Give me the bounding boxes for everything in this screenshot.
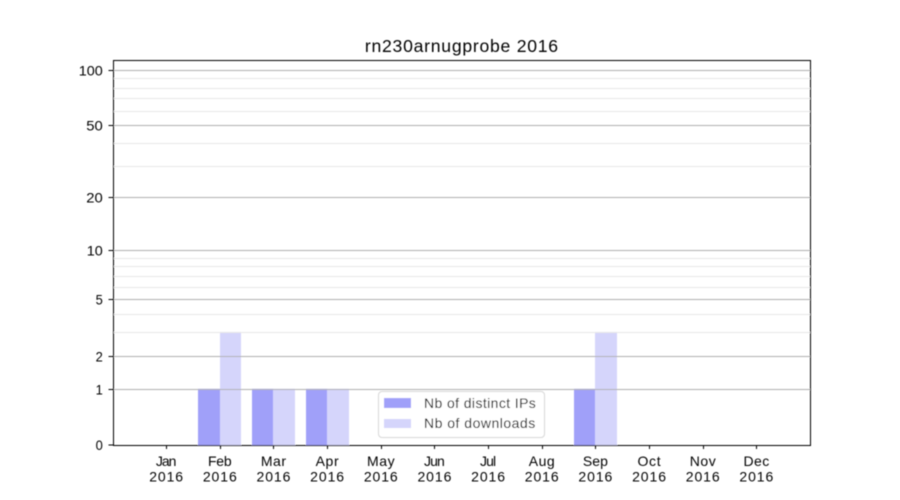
svg-text:2016: 2016 (417, 469, 451, 485)
svg-text:Nov: Nov (690, 453, 716, 469)
svg-text:10: 10 (87, 242, 103, 258)
svg-text:Mar: Mar (261, 453, 287, 469)
svg-text:Apr: Apr (316, 453, 339, 469)
svg-text:2016: 2016 (525, 469, 559, 485)
svg-text:2016: 2016 (471, 469, 505, 485)
svg-text:2016: 2016 (257, 469, 291, 485)
svg-text:0: 0 (96, 437, 103, 453)
svg-text:rn230arnugprobe 2016: rn230arnugprobe 2016 (365, 36, 558, 56)
svg-text:2016: 2016 (686, 469, 720, 485)
svg-text:Nb of downloads: Nb of downloads (424, 415, 535, 431)
svg-text:20: 20 (86, 189, 103, 205)
svg-text:Feb: Feb (208, 453, 232, 469)
svg-text:Sep: Sep (583, 453, 608, 469)
svg-text:2016: 2016 (739, 469, 773, 485)
svg-text:5: 5 (96, 291, 103, 307)
svg-text:Jun: Jun (424, 453, 445, 469)
svg-text:100: 100 (79, 62, 103, 78)
svg-text:Jan: Jan (156, 453, 177, 469)
svg-text:50: 50 (86, 117, 103, 133)
svg-text:Nb of distinct IPs: Nb of distinct IPs (424, 395, 536, 411)
svg-text:Jul: Jul (480, 453, 496, 469)
svg-text:2016: 2016 (364, 469, 398, 485)
svg-text:2016: 2016 (149, 469, 183, 485)
svg-text:Oct: Oct (637, 453, 660, 469)
svg-text:Aug: Aug (529, 453, 555, 469)
svg-text:2: 2 (96, 348, 103, 364)
svg-text:2016: 2016 (203, 469, 237, 485)
svg-text:2016: 2016 (632, 469, 666, 485)
svg-text:May: May (367, 453, 395, 469)
svg-text:1: 1 (96, 381, 103, 397)
svg-text:2016: 2016 (578, 469, 612, 485)
svg-text:2016: 2016 (310, 469, 344, 485)
svg-text:Dec: Dec (743, 453, 769, 469)
